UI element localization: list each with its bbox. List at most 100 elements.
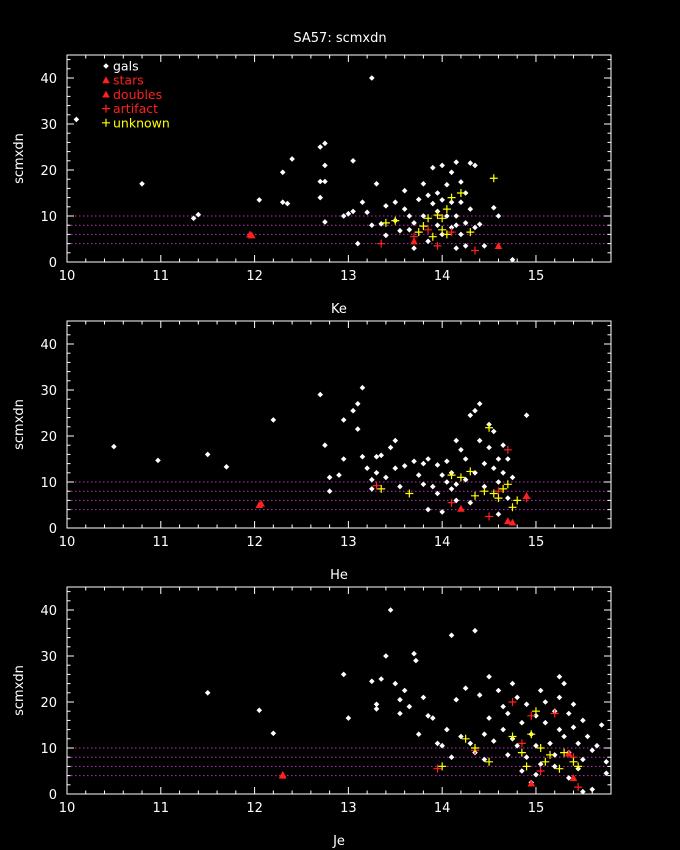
data-point-gals <box>429 164 436 171</box>
data-point-gals <box>565 710 572 717</box>
data-point-unknown <box>489 174 498 183</box>
data-point-gals <box>580 717 586 724</box>
data-point-gals <box>406 213 413 219</box>
data-point-gals <box>359 384 366 391</box>
series-unknown <box>438 707 583 773</box>
data-point-gals <box>383 203 389 209</box>
data-point-gals <box>570 701 577 708</box>
data-point-gals <box>392 199 399 205</box>
data-point-gals <box>458 447 464 453</box>
data-point-gals <box>354 426 361 432</box>
data-point-gals <box>256 197 263 203</box>
legend-label-doubles: doubles <box>113 87 162 102</box>
data-point-gals <box>547 740 553 747</box>
data-point-gals <box>476 221 483 228</box>
data-point-gals <box>190 215 197 222</box>
chart-panels: 10 11 12 13 14 15010203040Kescmxdngalsstarsdo… <box>12 54 612 849</box>
data-point-unknown <box>485 757 494 766</box>
y-tick-label: 20 <box>40 164 57 179</box>
data-point-gals <box>533 713 539 719</box>
data-point-gals <box>425 506 431 513</box>
data-point-gals <box>467 499 474 506</box>
data-point-gals <box>481 756 488 763</box>
data-point-unknown <box>560 748 569 757</box>
data-point-gals <box>270 730 277 737</box>
data-point-artifact <box>433 764 442 773</box>
data-point-gals <box>505 710 511 717</box>
data-point-gals <box>444 213 450 219</box>
data-point-unknown <box>447 471 456 480</box>
data-point-gals <box>453 222 460 228</box>
data-point-unknown <box>456 189 465 197</box>
data-point-gals <box>387 607 394 613</box>
data-point-gals <box>439 231 445 238</box>
data-point-gals <box>542 699 549 705</box>
data-point-gals <box>495 213 502 219</box>
data-point-gals <box>350 208 356 215</box>
data-point-gals <box>444 181 450 188</box>
data-point-unknown <box>555 764 564 773</box>
x-tick-label: 10 <box>59 801 76 816</box>
data-point-gals <box>458 733 464 740</box>
data-point-unknown <box>513 496 522 505</box>
data-point-unknown <box>499 484 508 493</box>
data-point-gals <box>139 181 145 187</box>
data-point-gals <box>434 490 441 497</box>
data-point-gals <box>439 742 445 749</box>
data-point-gals <box>413 657 419 664</box>
data-point-gals <box>364 465 370 471</box>
data-point-gals <box>589 786 596 793</box>
data-point-gals <box>401 463 408 469</box>
data-point-gals <box>448 169 455 176</box>
data-point-gals <box>551 763 558 770</box>
data-point-gals <box>429 483 436 490</box>
data-point-gals <box>453 437 460 444</box>
data-point-unknown <box>480 487 489 496</box>
data-point-artifact <box>377 239 386 248</box>
data-point-unknown <box>527 730 536 739</box>
data-point-gals <box>467 412 474 419</box>
data-point-unknown <box>569 757 578 766</box>
data-point-gals <box>439 472 445 478</box>
x-tick-label: 12 <box>246 535 263 550</box>
x-tick-label: 14 <box>434 535 451 550</box>
x-tick-label: 12 <box>246 269 263 284</box>
data-point-unknown <box>461 734 470 743</box>
data-point-gals <box>378 452 385 459</box>
data-point-unknown <box>503 480 512 489</box>
data-point-unknown <box>391 216 400 225</box>
data-point-gals <box>411 458 417 465</box>
legend-marker-stars <box>102 76 110 84</box>
plot-frame <box>66 54 612 263</box>
data-point-gals <box>453 213 460 219</box>
data-point-gals <box>462 685 469 691</box>
data-point-gals <box>345 210 352 217</box>
data-point-gals <box>420 181 427 187</box>
data-point-gals <box>392 680 399 687</box>
y-tick-label: 0 <box>49 522 57 537</box>
data-point-stars <box>457 504 465 512</box>
data-point-artifact <box>527 711 536 720</box>
data-point-gals <box>481 731 488 737</box>
data-point-gals <box>359 199 366 205</box>
data-point-artifact <box>433 241 442 250</box>
data-point-unknown <box>428 232 437 241</box>
data-point-unknown <box>471 491 479 500</box>
data-point-artifact <box>410 232 419 241</box>
data-point-gals <box>561 733 567 740</box>
data-point-gals <box>514 694 521 701</box>
data-point-stars <box>564 749 573 757</box>
data-point-stars <box>504 517 512 525</box>
data-point-gals <box>556 694 563 701</box>
data-point-gals <box>556 726 563 733</box>
data-point-unknown <box>414 228 423 237</box>
data-point-gals <box>429 200 436 207</box>
data-point-gals <box>204 690 211 696</box>
data-point-unknown <box>433 211 442 220</box>
data-point-gals <box>317 391 324 398</box>
data-point-gals <box>509 680 516 687</box>
data-point-gals <box>434 190 441 196</box>
data-point-gals <box>505 495 511 501</box>
data-point-unknown <box>489 489 498 498</box>
y-axis-label: scmxdn <box>12 399 27 450</box>
